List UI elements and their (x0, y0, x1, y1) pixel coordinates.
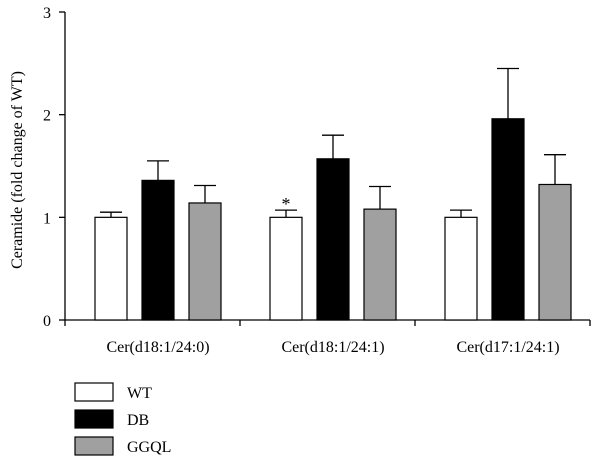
bar-wt-0 (94, 216, 128, 321)
y-tick-label: 2 (43, 108, 51, 125)
annotations: * (282, 194, 291, 214)
bar-wt-2 (444, 216, 478, 321)
legend-swatch-db (74, 409, 114, 429)
y-tick-label: 0 (43, 313, 51, 330)
y-tick-label: 3 (43, 5, 51, 22)
bar-db-1 (316, 158, 350, 321)
y-tick-labels: 0 1 2 3 (43, 5, 65, 330)
legend-swatch-wt (74, 382, 114, 402)
error-bars (100, 67, 566, 218)
bar-wt-1 (269, 216, 303, 321)
bar-ggql-0 (188, 202, 222, 321)
significance-asterisk: * (282, 194, 291, 214)
legend-label-wt: WT (127, 385, 152, 402)
x-tick-label: Cer(d17:1/24:1) (456, 339, 559, 356)
legend-label-db: DB (127, 412, 149, 429)
legend-swatch-ggql (74, 436, 114, 456)
x-tick-label: Cer(d18:1/24:1) (281, 339, 384, 356)
bar-db-0 (141, 179, 175, 321)
legend: WT DB GGQL (74, 382, 171, 456)
bar-ggql-2 (538, 183, 572, 321)
legend-label-ggql: GGQL (127, 439, 171, 456)
x-tick-labels: Cer(d18:1/24:0) Cer(d18:1/24:1) Cer(d17:1/… (106, 339, 559, 356)
y-axis-label: Ceramide (fold change of WT) (9, 71, 26, 269)
x-tick-label: Cer(d18:1/24:0) (106, 339, 209, 356)
bar-db-2 (491, 118, 525, 321)
y-tick-label: 1 (43, 210, 51, 227)
bar-ggql-1 (363, 208, 397, 321)
